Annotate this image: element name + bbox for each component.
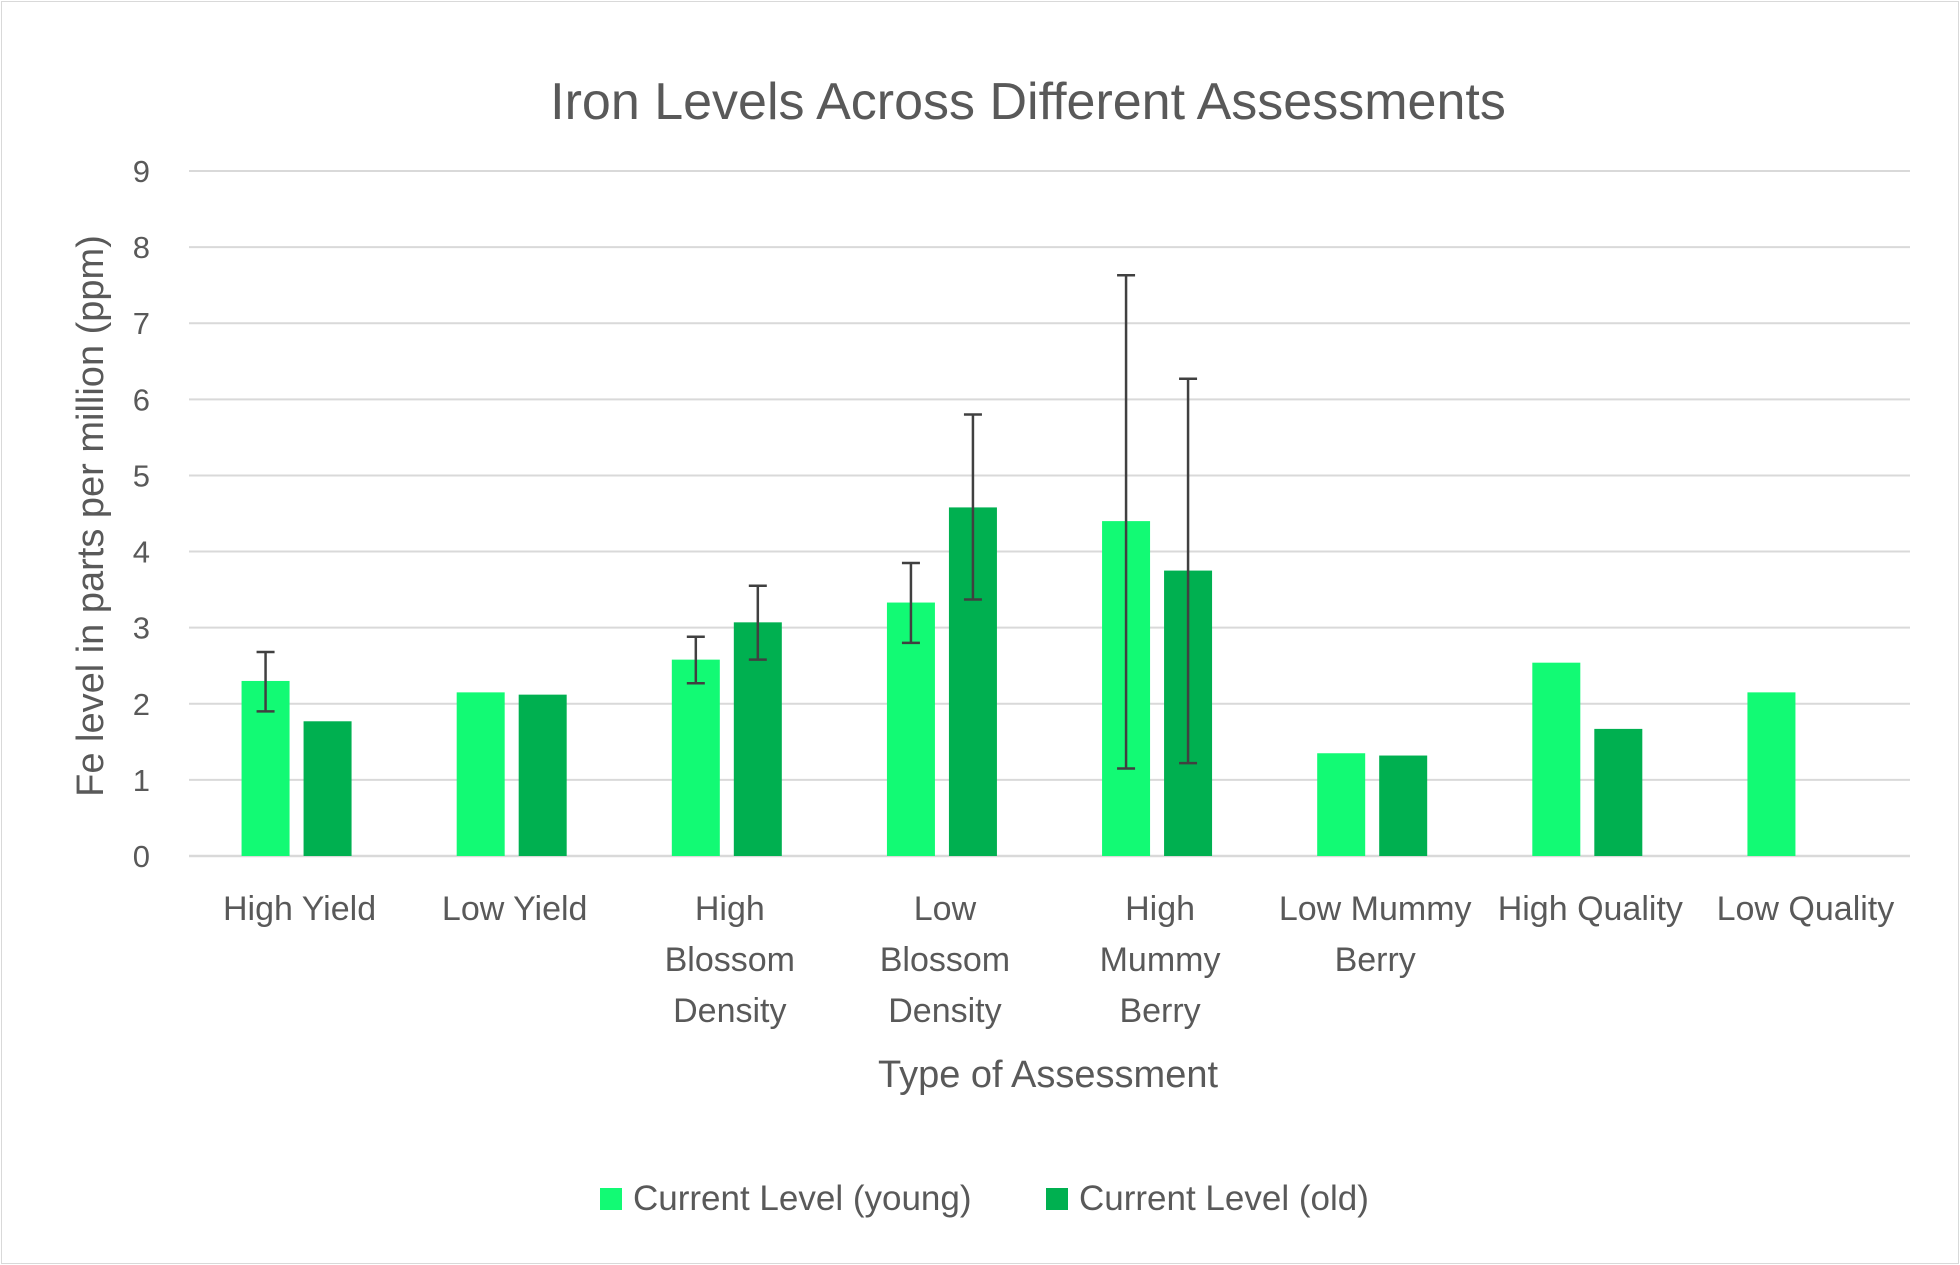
x-tick-label-line: High bbox=[695, 890, 765, 928]
error-bar bbox=[963, 413, 982, 601]
y-tick-label: 5 bbox=[133, 458, 150, 493]
x-tick-label-line: Density bbox=[673, 992, 786, 1030]
legend-item: Current Level (old) bbox=[1046, 1179, 1369, 1218]
error-bar bbox=[748, 584, 767, 661]
bar bbox=[456, 692, 505, 856]
bar bbox=[1594, 728, 1643, 856]
x-tick-label-line: Density bbox=[888, 992, 1001, 1030]
y-axis-title: Fe level in parts per million (ppm) bbox=[70, 235, 112, 797]
x-tick-label-line: Low bbox=[914, 890, 977, 928]
x-tick-label-line: Low Yield bbox=[442, 890, 588, 928]
legend-item: Current Level (young) bbox=[600, 1179, 972, 1218]
x-tick-label-line: High bbox=[1125, 890, 1195, 928]
x-tick-label: Low Yield bbox=[442, 890, 588, 928]
x-tick-label-line: Berry bbox=[1119, 992, 1200, 1030]
bar bbox=[1317, 753, 1366, 856]
bar bbox=[518, 694, 567, 856]
legend: Current Level (young) Current Level (old) bbox=[600, 1179, 1369, 1218]
x-tick-label: High Yield bbox=[223, 890, 376, 928]
y-tick-label: 3 bbox=[133, 611, 150, 646]
x-tick-label: Low Mummy Berry bbox=[1279, 890, 1472, 979]
bar bbox=[1379, 755, 1428, 856]
x-axis-title: Type of Assessment bbox=[878, 1054, 1218, 1096]
y-tick-label: 6 bbox=[133, 382, 150, 417]
y-tick-label: 7 bbox=[133, 306, 150, 341]
legend-label: Current Level (old) bbox=[1079, 1179, 1369, 1218]
legend-swatch bbox=[1046, 1188, 1068, 1210]
error-bar bbox=[901, 561, 920, 645]
error-bar bbox=[1179, 377, 1198, 765]
bars bbox=[241, 507, 1796, 856]
error-bar bbox=[686, 635, 705, 685]
x-tick-label: Low Quality bbox=[1717, 890, 1895, 928]
y-tick-labels: 0 1 2 3 4 5 6 7 8 9 bbox=[133, 154, 150, 874]
gridlines bbox=[189, 170, 1910, 858]
x-tick-label-line: High Yield bbox=[223, 890, 376, 928]
bar bbox=[1532, 662, 1581, 856]
bar bbox=[1747, 692, 1796, 856]
bar bbox=[671, 659, 720, 856]
x-tick-labels: High Yield Low Yield High Blossom DensityLow… bbox=[223, 890, 1894, 1030]
x-tick-label-line: Berry bbox=[1335, 941, 1416, 979]
chart-title: Iron Levels Across Different Assessments bbox=[550, 73, 1506, 131]
x-tick-label-line: Low Mummy bbox=[1279, 890, 1472, 928]
x-tick-label-line: High Quality bbox=[1498, 890, 1683, 928]
x-tick-label: Low Blossom Density bbox=[880, 890, 1010, 1030]
bar bbox=[303, 721, 352, 856]
bar bbox=[886, 602, 935, 856]
y-tick-label: 8 bbox=[133, 230, 150, 265]
y-tick-label: 9 bbox=[133, 154, 150, 189]
x-tick-label-line: Mummy bbox=[1100, 941, 1221, 979]
legend-label: Current Level (young) bbox=[633, 1179, 972, 1218]
x-tick-label-line: Blossom bbox=[880, 941, 1010, 979]
x-tick-label: High Blossom Density bbox=[665, 890, 795, 1030]
y-tick-label: 2 bbox=[133, 687, 150, 722]
y-tick-label: 4 bbox=[133, 535, 150, 570]
bar bbox=[733, 622, 782, 856]
x-tick-label: High Quality bbox=[1498, 890, 1683, 928]
y-tick-label: 1 bbox=[133, 763, 150, 798]
y-tick-label: 0 bbox=[133, 839, 150, 874]
x-tick-label-line: Low Quality bbox=[1717, 890, 1895, 928]
error-bar bbox=[1117, 274, 1136, 770]
legend-swatch bbox=[600, 1188, 622, 1210]
error-bars bbox=[256, 274, 1198, 770]
error-bar bbox=[256, 650, 275, 713]
x-tick-label-line: Blossom bbox=[665, 941, 795, 979]
x-tick-label: High Mummy Berry bbox=[1100, 890, 1221, 1030]
